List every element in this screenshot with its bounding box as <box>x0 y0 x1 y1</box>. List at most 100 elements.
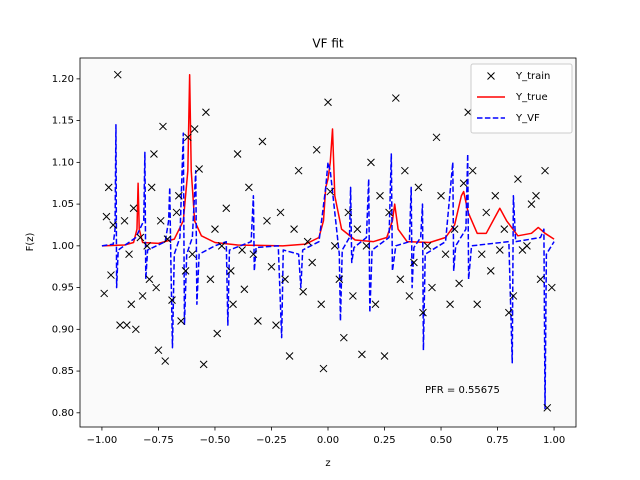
marker <box>233 150 242 158</box>
marker <box>294 166 303 175</box>
marker <box>536 275 545 284</box>
marker <box>161 357 170 365</box>
marker <box>419 308 427 317</box>
y-tick-label: 0.90 <box>52 324 74 335</box>
marker <box>258 137 267 146</box>
marker <box>143 241 151 250</box>
marker <box>183 133 192 142</box>
marker <box>326 187 335 196</box>
marker <box>514 175 522 183</box>
legend-box <box>470 63 573 134</box>
marker <box>414 183 423 192</box>
marker <box>312 145 321 154</box>
marker <box>222 204 231 213</box>
y-tick-label: 0.85 <box>52 366 74 377</box>
marker <box>104 183 113 192</box>
x-tick-label: −0.75 <box>143 435 174 446</box>
legend-label: Y_true <box>515 92 548 103</box>
marker <box>428 283 436 292</box>
marker <box>349 292 357 300</box>
marker <box>523 241 531 250</box>
marker <box>353 225 362 233</box>
x-tick-label: 1.00 <box>543 435 565 446</box>
marker <box>441 250 450 259</box>
marker <box>154 346 163 355</box>
marker <box>543 403 552 412</box>
y-tick-label: 1.15 <box>52 116 74 127</box>
marker <box>147 183 156 192</box>
marker <box>473 300 482 309</box>
marker <box>432 133 441 142</box>
marker <box>358 350 366 359</box>
marker <box>122 321 131 330</box>
marker <box>446 300 454 309</box>
marker <box>532 191 540 200</box>
y-tick-label: 1.05 <box>52 199 74 210</box>
y-tick-label: 0.95 <box>52 283 74 294</box>
marker <box>172 208 181 217</box>
marker <box>491 191 500 200</box>
marker <box>509 292 518 300</box>
marker <box>500 225 509 233</box>
marker <box>195 165 203 173</box>
marker <box>206 275 215 284</box>
marker <box>459 179 468 188</box>
marker <box>371 300 380 309</box>
marker <box>177 317 185 325</box>
marker <box>410 258 418 267</box>
marker <box>547 283 556 292</box>
marker <box>190 125 199 133</box>
marker <box>281 275 289 284</box>
marker <box>405 292 414 300</box>
marker <box>174 191 183 200</box>
marker <box>487 72 495 80</box>
marker <box>527 200 536 208</box>
legend: Y_train Y_true Y_VF <box>470 63 573 134</box>
series-line <box>101 73 555 247</box>
y-tick-label: 1.20 <box>52 74 74 85</box>
marker <box>396 275 405 284</box>
marker <box>317 300 326 309</box>
marker <box>486 267 495 275</box>
marker <box>152 283 161 292</box>
marker <box>168 296 176 304</box>
marker <box>107 271 115 279</box>
marker <box>391 94 400 102</box>
marker <box>229 300 237 309</box>
marker <box>181 267 190 275</box>
marker <box>102 212 111 221</box>
marker <box>217 241 226 250</box>
marker <box>199 360 208 369</box>
marker <box>109 221 118 229</box>
marker <box>308 258 317 267</box>
marker <box>319 364 328 373</box>
marker <box>423 241 432 250</box>
marker <box>145 275 154 284</box>
marker <box>272 321 280 330</box>
marker <box>505 308 513 317</box>
marker <box>437 191 445 200</box>
marker <box>188 250 197 259</box>
marker <box>120 216 129 225</box>
marker <box>376 191 384 200</box>
x-tick-label: −0.50 <box>200 435 231 446</box>
marker <box>202 108 210 117</box>
marker <box>125 250 133 259</box>
marker <box>211 225 219 233</box>
marks <box>100 70 556 412</box>
series-line <box>101 124 555 410</box>
marker <box>116 321 124 330</box>
chart-title: VF fit <box>312 37 343 51</box>
marker <box>330 241 339 250</box>
marker <box>455 279 463 288</box>
marker <box>131 325 140 334</box>
marker <box>303 237 312 246</box>
marker <box>541 166 549 175</box>
marker <box>339 333 348 342</box>
marker <box>238 246 246 254</box>
x-tick-label: 0.75 <box>486 435 508 446</box>
marker <box>362 241 371 250</box>
x-tick-label: 0.25 <box>373 435 395 446</box>
marker <box>127 300 136 309</box>
